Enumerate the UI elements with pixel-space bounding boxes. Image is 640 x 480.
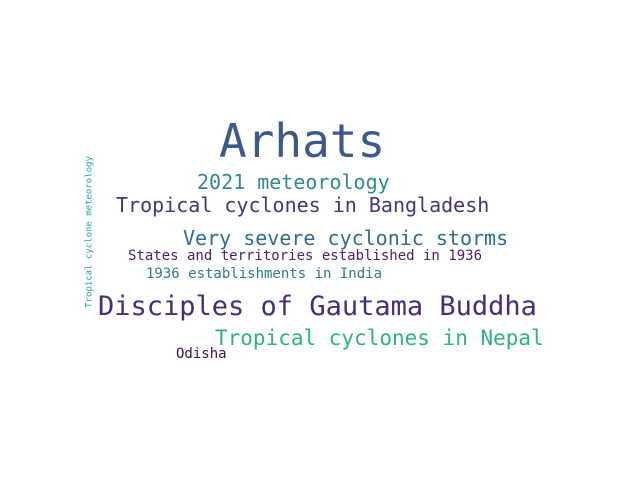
word-odisha: Odisha [176,346,227,362]
word-very-severe-cyclonic-storms: Very severe cyclonic storms [183,226,509,250]
word-tropical-cyclone-meteorology: Tropical cyclone meteorology [84,156,95,308]
word-disciples-gautama-buddha: Disciples of Gautama Buddha [98,291,537,322]
word-tropical-cyclones-bangladesh: Tropical cyclones in Bangladesh [116,193,490,217]
word-arhats: Arhats [219,114,386,168]
word-2021-meteorology: 2021 meteorology [197,170,390,194]
word-states-territories-1936: States and territories established in 19… [128,248,483,264]
word-1936-establishments-india: 1936 establishments in India [146,266,383,282]
word-tropical-cyclones-nepal: Tropical cyclones in Nepal [215,326,544,350]
